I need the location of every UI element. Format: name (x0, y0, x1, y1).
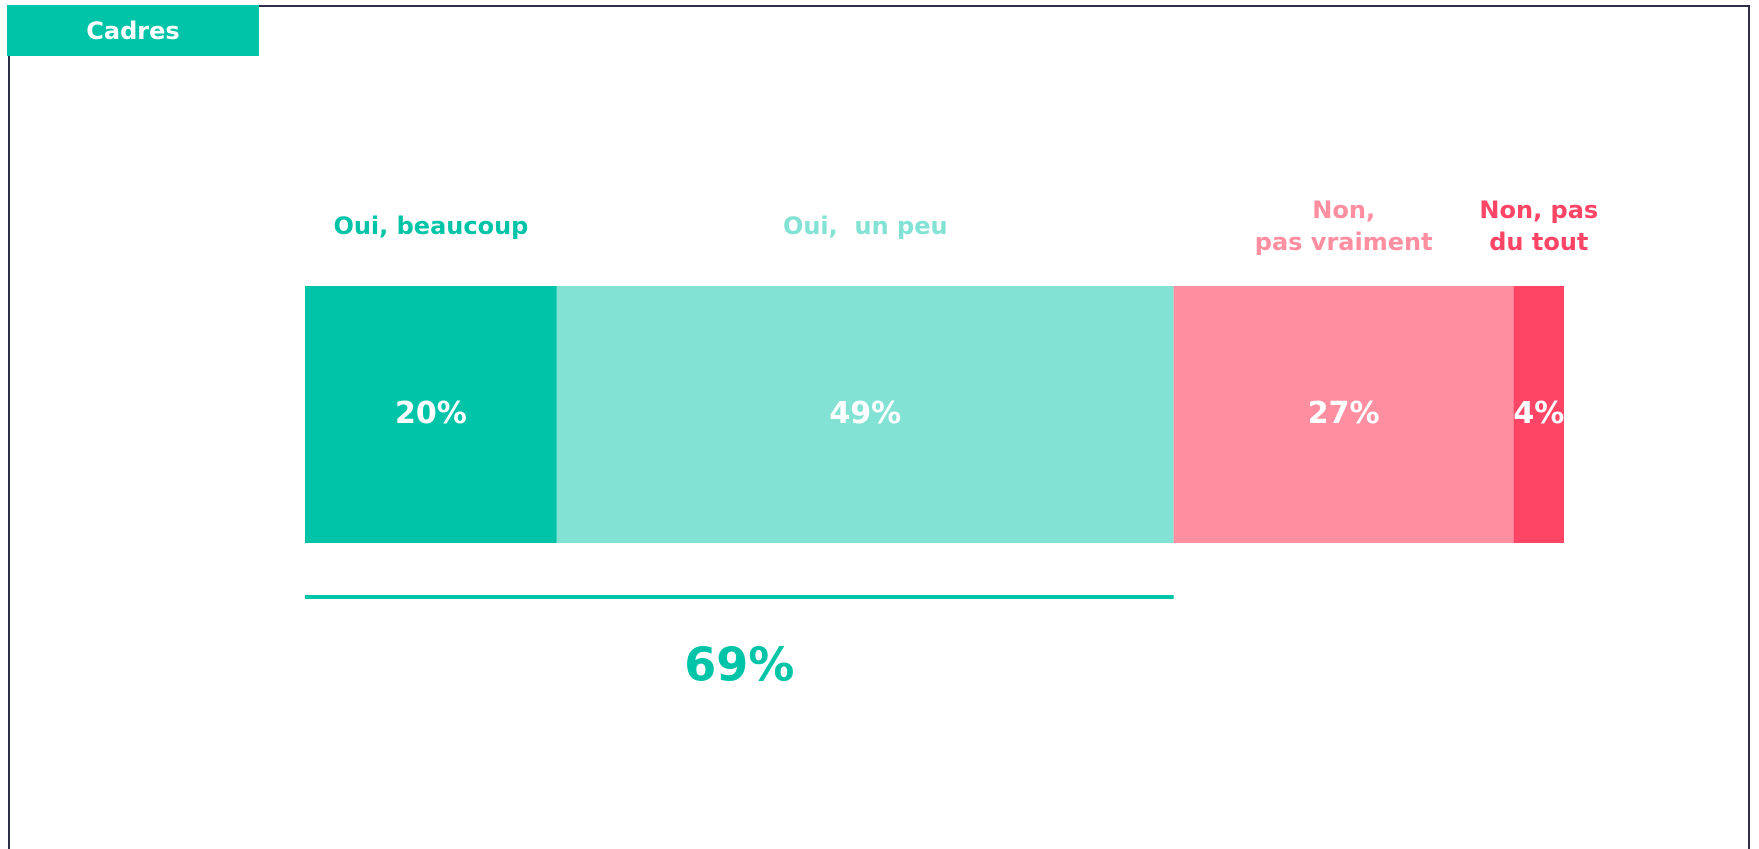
bar-segment (1513, 286, 1564, 543)
value-label: 20% (395, 396, 467, 431)
bar-segment (1173, 286, 1514, 543)
chart-title: Cadres (86, 17, 179, 45)
bracket-label: 69% (684, 638, 794, 692)
value-label: 27% (1308, 396, 1380, 431)
category-line: du tout (1489, 228, 1588, 256)
category-label: Oui, un peu (783, 212, 948, 240)
category-label: Non, pas du tout (1479, 196, 1598, 256)
category-line: Non, (1312, 196, 1375, 224)
category-line: Oui, beaucoup (333, 212, 528, 240)
category-label: Non, pas vraiment (1255, 196, 1433, 256)
category-label: Oui, beaucoup (333, 212, 528, 240)
category-line: Non, pas (1479, 196, 1598, 224)
value-label: 49% (829, 396, 901, 431)
frame (8, 5, 1750, 849)
category-line: Oui, un peu (783, 212, 948, 240)
bar-segment (556, 286, 1174, 543)
title-tab (7, 5, 259, 56)
category-line: pas vraiment (1255, 228, 1433, 256)
bar-segment (305, 286, 557, 543)
value-label: 4% (1513, 396, 1564, 431)
